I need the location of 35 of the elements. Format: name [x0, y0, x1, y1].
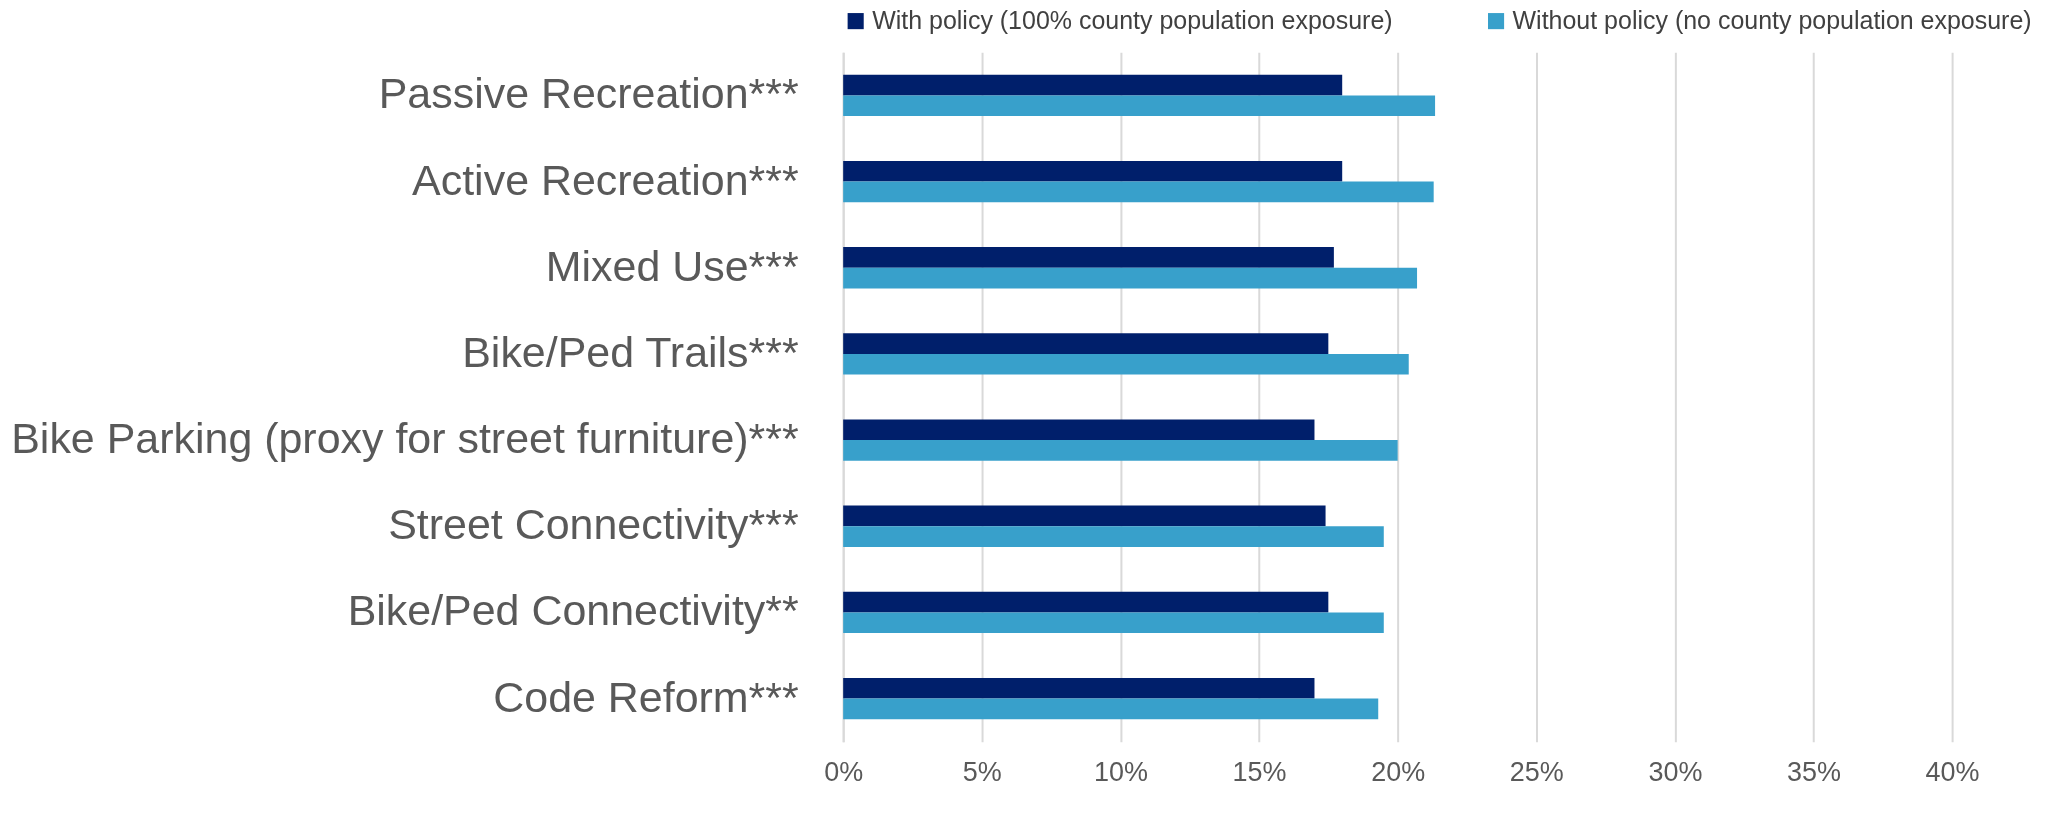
legend-label: With policy (100% county population exposure): [872, 6, 1393, 35]
bar: [843, 74, 1343, 96]
y-tick-label: Bike/Ped Connectivity**: [347, 586, 800, 635]
bar: [843, 698, 1379, 720]
bar: [843, 333, 1329, 354]
y-tick-label: Bike/Ped Trails***: [462, 327, 800, 376]
x-tick-label: 15%: [1232, 757, 1287, 788]
bar: [843, 440, 1398, 461]
bar: [843, 247, 1334, 268]
bar: [843, 353, 1409, 375]
y-tick-label: Passive Recreation***: [378, 69, 800, 118]
bar: [843, 95, 1436, 117]
bar: [843, 526, 1384, 547]
y-tick-label: Bike Parking (proxy for street furniture)***: [11, 414, 799, 463]
y-tick-label: Code Reform***: [493, 672, 800, 721]
bar: [843, 267, 1418, 289]
bar: [843, 677, 1315, 699]
y-tick-label: Street Connectivity***: [388, 500, 799, 549]
bar: [843, 591, 1329, 613]
x-tick-label: 40%: [1925, 757, 1980, 788]
y-tick-label: Active Recreation***: [412, 155, 799, 204]
x-tick-label: 25%: [1509, 757, 1564, 788]
bar: [843, 419, 1315, 441]
legend-label: Without policy (no county population exposure): [1512, 6, 2032, 35]
bar: [843, 160, 1343, 182]
x-tick-label: 0%: [824, 757, 864, 788]
x-tick-label: 5%: [962, 757, 1002, 788]
bar: [843, 505, 1326, 527]
x-tick-label: 30%: [1648, 757, 1703, 788]
bar: [843, 181, 1434, 203]
x-tick-label: 20%: [1371, 757, 1426, 788]
bar: [843, 612, 1384, 634]
x-tick-label: 35%: [1787, 757, 1841, 788]
y-tick-label: Mixed Use***: [545, 241, 800, 290]
x-tick-label: 10%: [1093, 757, 1148, 788]
